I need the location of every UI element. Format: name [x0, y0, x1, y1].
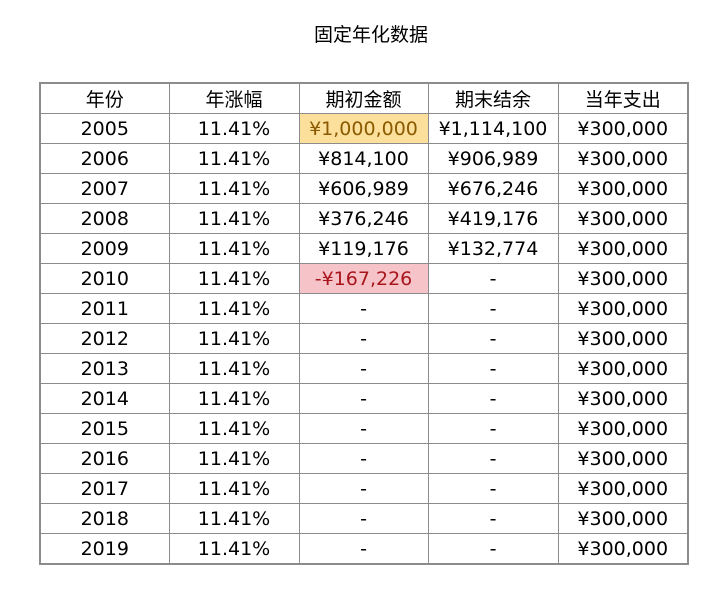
cell-start-amount[interactable]: ¥376,246	[298, 203, 429, 234]
cell-annual-spend[interactable]: ¥300,000	[557, 293, 689, 324]
table-row: 2009 11.41% ¥119,176 ¥132,774 ¥300,000	[39, 233, 689, 264]
cell-year[interactable]: 2013	[39, 353, 170, 384]
table-row: 2013 11.41% - - ¥300,000	[39, 353, 689, 384]
cell-year[interactable]: 2018	[39, 503, 170, 534]
cell-year[interactable]: 2017	[39, 473, 170, 504]
cell-year[interactable]: 2006	[39, 143, 170, 174]
table-row: 2008 11.41% ¥376,246 ¥419,176 ¥300,000	[39, 203, 689, 234]
cell-start-amount[interactable]: ¥119,176	[298, 233, 429, 264]
cell-end-balance[interactable]: ¥906,989	[427, 143, 559, 174]
cell-rate[interactable]: 11.41%	[168, 353, 300, 384]
header-row: 年份 年涨幅 期初金额 期末结余 当年支出	[39, 82, 689, 114]
cell-rate[interactable]: 11.41%	[168, 443, 300, 474]
table-row: 2011 11.41% - - ¥300,000	[39, 293, 689, 324]
cell-start-amount[interactable]: -	[298, 503, 429, 534]
cell-annual-spend[interactable]: ¥300,000	[557, 173, 689, 204]
cell-rate[interactable]: 11.41%	[168, 173, 300, 204]
cell-annual-spend[interactable]: ¥300,000	[557, 533, 689, 565]
cell-start-amount[interactable]: -	[298, 533, 429, 565]
cell-annual-spend[interactable]: ¥300,000	[557, 383, 689, 414]
cell-annual-spend[interactable]: ¥300,000	[557, 203, 689, 234]
cell-year[interactable]: 2015	[39, 413, 170, 444]
table-row: 2007 11.41% ¥606,989 ¥676,246 ¥300,000	[39, 173, 689, 204]
cell-annual-spend[interactable]: ¥300,000	[557, 413, 689, 444]
cell-year[interactable]: 2011	[39, 293, 170, 324]
cell-start-amount[interactable]: -	[298, 353, 429, 384]
table-row: 2017 11.41% - - ¥300,000	[39, 473, 689, 504]
cell-end-balance[interactable]: -	[427, 383, 559, 414]
table-row: 2010 11.41% -¥167,226- ¥300,000	[39, 263, 689, 294]
cell-year[interactable]: 2005	[39, 113, 170, 144]
cell-end-balance[interactable]: ¥676,246	[427, 173, 559, 204]
cell-start-amount[interactable]: -	[298, 323, 429, 354]
table-row: 2014 11.41% - - ¥300,000	[39, 383, 689, 414]
cell-rate[interactable]: 11.41%	[168, 533, 300, 565]
cell-annual-spend[interactable]: ¥300,000	[557, 263, 689, 294]
table-body: 2005 11.41% ¥1,000,000 ¥1,114,100 ¥300,000 20…	[39, 113, 689, 565]
cell-end-balance[interactable]: ¥132,774	[427, 233, 559, 264]
header-year: 年份	[39, 82, 170, 114]
cell-annual-spend[interactable]: ¥300,000	[557, 473, 689, 504]
cell-annual-spend[interactable]: ¥300,000	[557, 443, 689, 474]
cell-annual-spend[interactable]: ¥300,000	[557, 143, 689, 174]
table-row: 2018 11.41% - - ¥300,000	[39, 503, 689, 534]
table-row: 2012 11.41% - - ¥300,000	[39, 323, 689, 354]
cell-annual-spend[interactable]: ¥300,000	[557, 323, 689, 354]
header-end-balance: 期末结余	[427, 82, 559, 114]
cell-annual-spend[interactable]: ¥300,000	[557, 503, 689, 534]
cell-rate[interactable]: 11.41%	[168, 263, 300, 294]
cell-rate[interactable]: 11.41%	[168, 323, 300, 354]
cell-rate[interactable]: 11.41%	[168, 293, 300, 324]
cell-start-amount[interactable]: ¥606,989	[298, 173, 429, 204]
cell-start-amount[interactable]: -	[298, 413, 429, 444]
header-rate: 年涨幅	[168, 82, 300, 114]
cell-end-balance[interactable]: -	[427, 533, 559, 565]
cell-end-balance[interactable]: -	[427, 323, 559, 354]
cell-rate[interactable]: 11.41%	[168, 383, 300, 414]
table-row: 2016 11.41% - - ¥300,000	[39, 443, 689, 474]
cell-end-balance[interactable]: -	[427, 353, 559, 384]
cell-end-balance[interactable]: -	[427, 263, 559, 294]
cell-year[interactable]: 2010	[39, 263, 170, 294]
table-title: 固定年化数据	[313, 24, 428, 46]
cell-start-amount[interactable]: -	[298, 293, 429, 324]
annualized-data-table: 年份 年涨幅 期初金额 期末结余 当年支出 2005 11.41% ¥1,000,0…	[39, 82, 689, 565]
cell-end-balance[interactable]: -	[427, 293, 559, 324]
cell-year[interactable]: 2008	[39, 203, 170, 234]
cell-end-balance[interactable]: -	[427, 503, 559, 534]
cell-annual-spend[interactable]: ¥300,000	[557, 233, 689, 264]
cell-year[interactable]: 2014	[39, 383, 170, 414]
cell-start-amount[interactable]: ¥814,100	[298, 143, 429, 174]
cell-annual-spend[interactable]: ¥300,000	[557, 353, 689, 384]
cell-end-balance[interactable]: ¥1,114,100	[427, 113, 559, 144]
header-start-amount: 期初金额	[298, 82, 429, 114]
cell-rate[interactable]: 11.41%	[168, 503, 300, 534]
cell-year[interactable]: 2012	[39, 323, 170, 354]
table-row: 2005 11.41% ¥1,000,000 ¥1,114,100 ¥300,000	[39, 113, 689, 144]
cell-year[interactable]: 2007	[39, 173, 170, 204]
cell-rate[interactable]: 11.41%	[168, 233, 300, 264]
cell-year[interactable]: 2019	[39, 533, 170, 565]
cell-rate[interactable]: 11.41%	[168, 473, 300, 504]
cell-end-balance[interactable]: -	[427, 443, 559, 474]
cell-start-amount[interactable]: -	[298, 473, 429, 504]
cell-end-balance[interactable]: -	[427, 473, 559, 504]
cell-annual-spend[interactable]: ¥300,000	[557, 113, 689, 144]
cell-start-amount[interactable]: -	[298, 383, 429, 414]
cell-rate[interactable]: 11.41%	[168, 143, 300, 174]
cell-end-balance[interactable]: -	[427, 413, 559, 444]
cell-end-balance[interactable]: ¥419,176	[427, 203, 559, 234]
cell-rate[interactable]: 11.41%	[168, 113, 300, 144]
cell-start-amount[interactable]: -¥167,226	[298, 263, 429, 294]
cell-year[interactable]: 2009	[39, 233, 170, 264]
cell-rate[interactable]: 11.41%	[168, 203, 300, 234]
cell-start-amount[interactable]: -	[298, 443, 429, 474]
cell-start-amount[interactable]: ¥1,000,000	[298, 113, 429, 144]
cell-year[interactable]: 2016	[39, 443, 170, 474]
table-row: 2019 11.41% - - ¥300,000	[39, 533, 689, 565]
header-annual-spend: 当年支出	[557, 82, 689, 114]
cell-rate[interactable]: 11.41%	[168, 413, 300, 444]
table-row: 2015 11.41% - - ¥300,000	[39, 413, 689, 444]
table-row: 2006 11.41% ¥814,100 ¥906,989 ¥300,000	[39, 143, 689, 174]
